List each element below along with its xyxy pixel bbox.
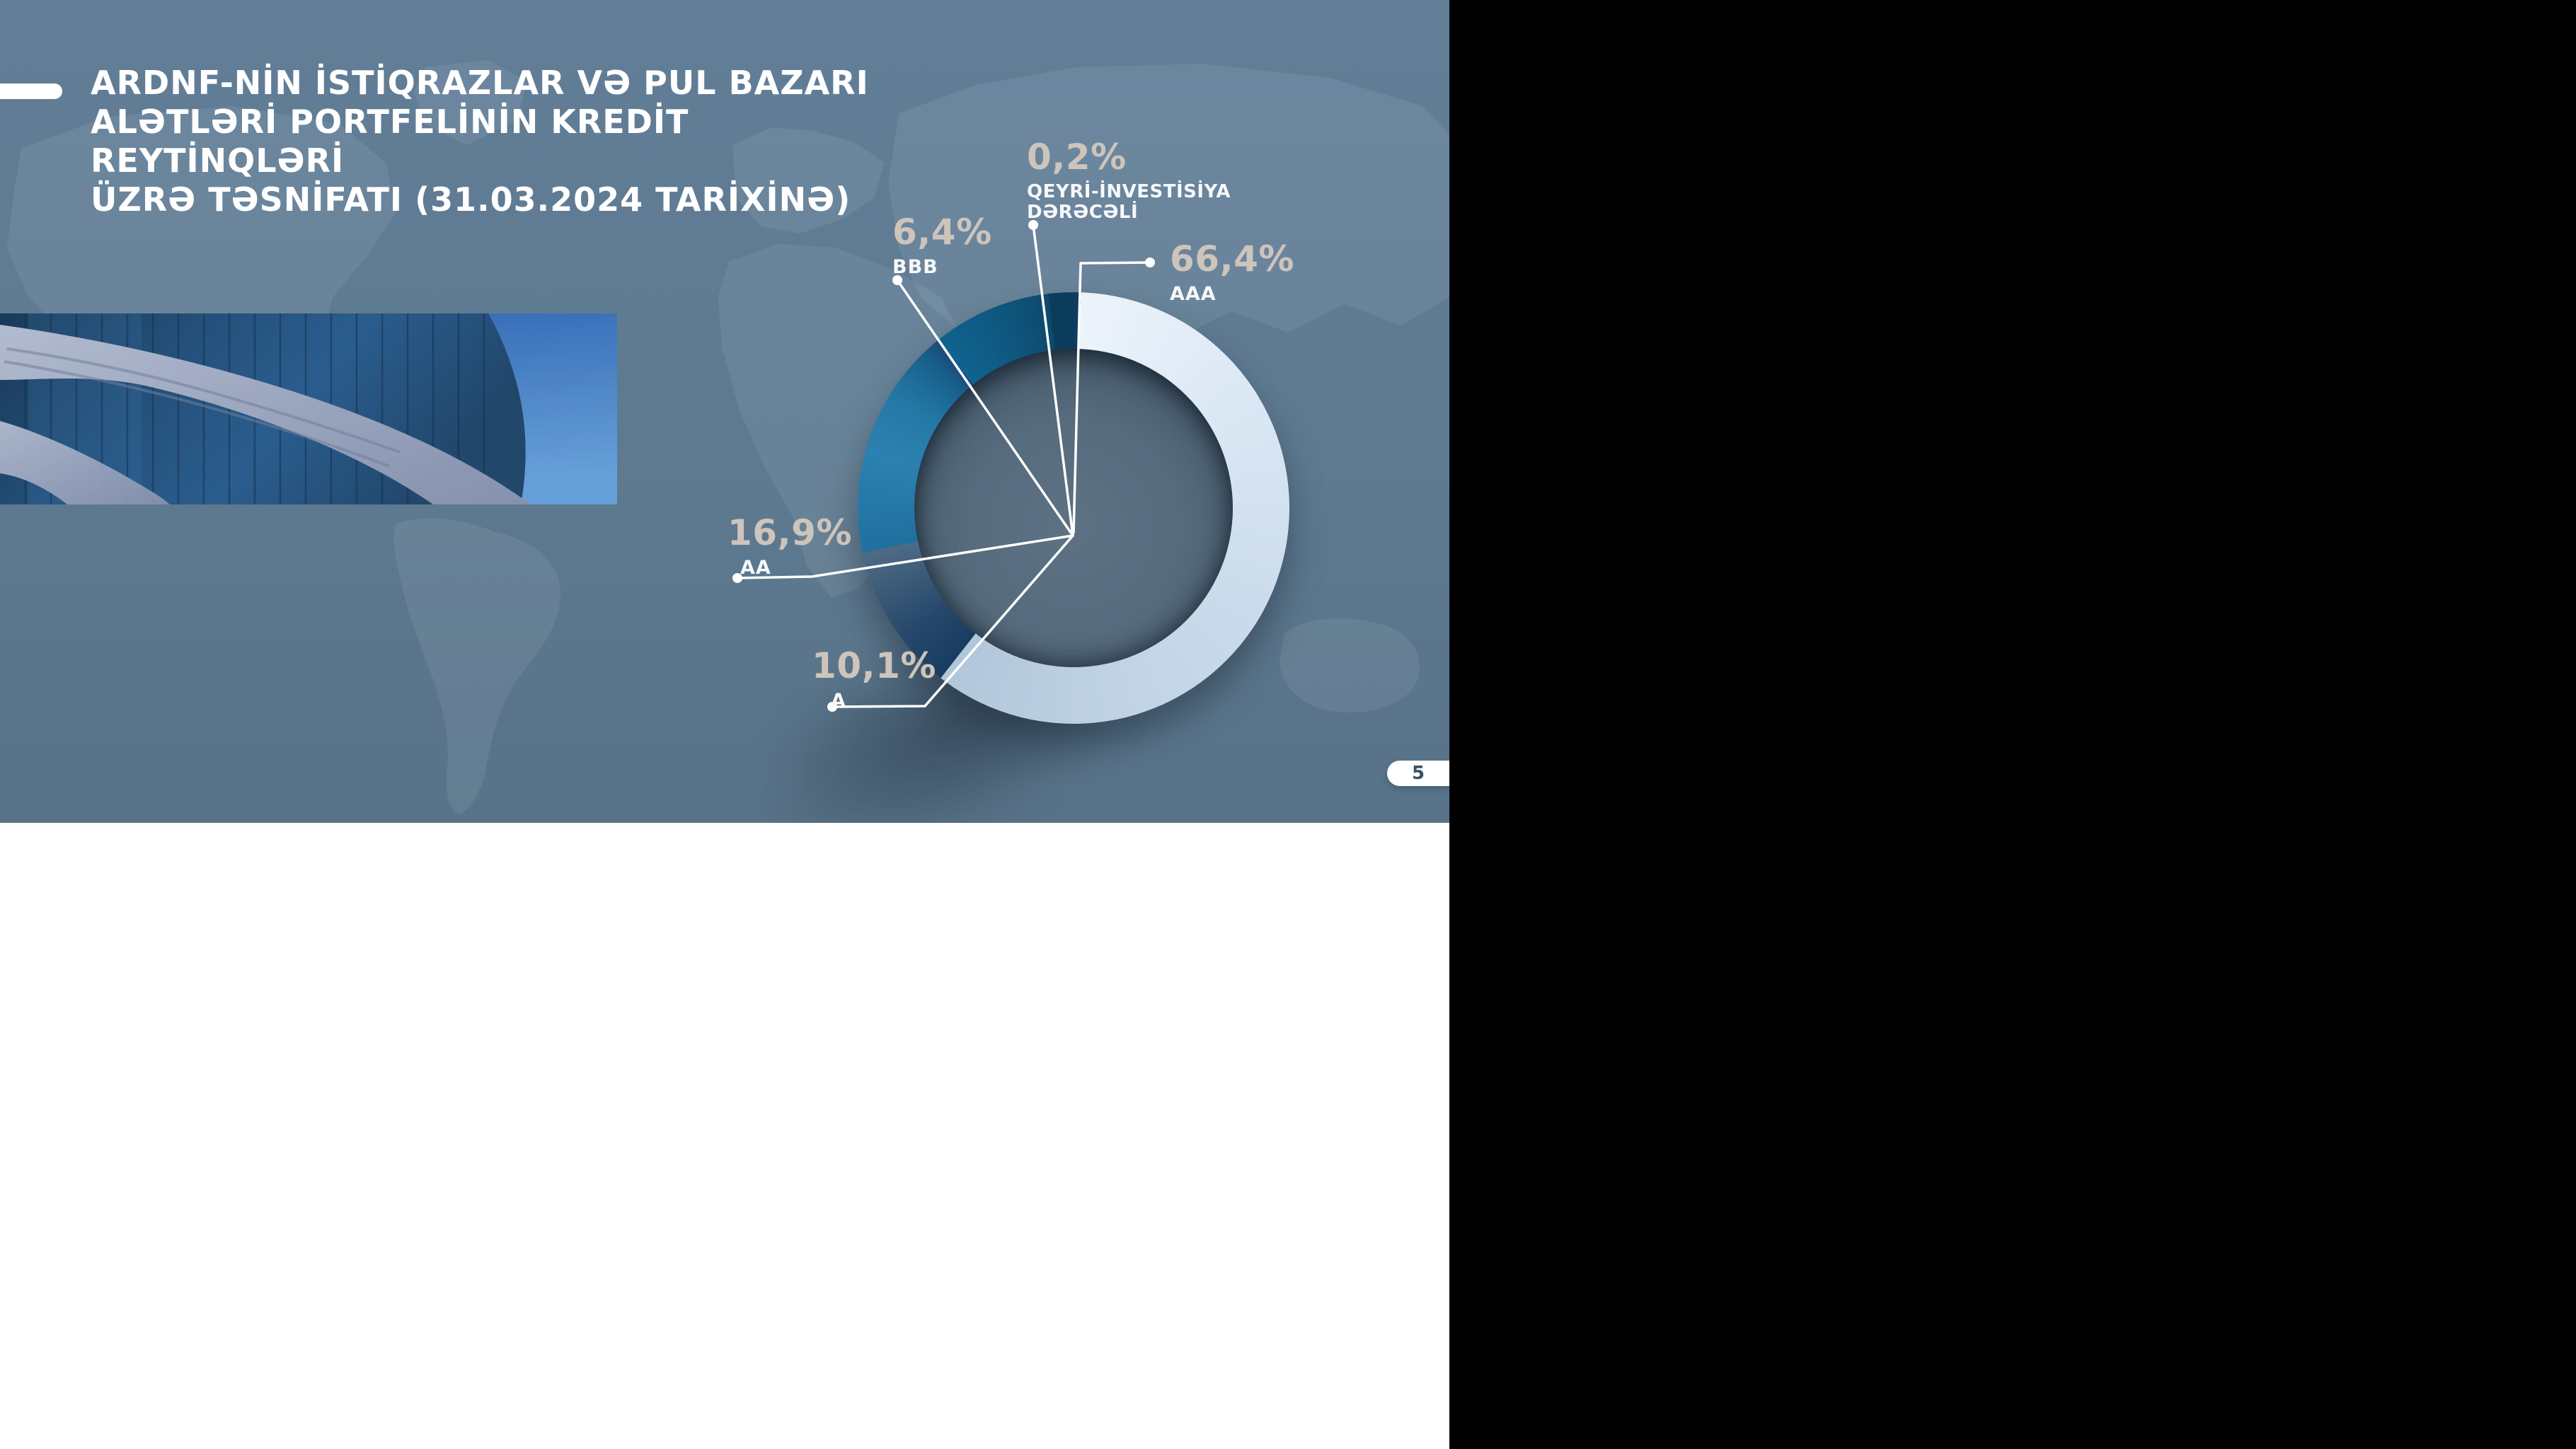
callout-aaa: 66,4% AAA: [1170, 241, 1294, 305]
slide-title-line-2: ALƏTLƏRİ PORTFELİNİN KREDİT REYTİNQLƏRİ: [91, 103, 689, 180]
title-accent-bar: [0, 83, 62, 99]
slide-title-line-1: ARDNF-NİN İSTİQRAZLAR VƏ PUL BAZARI: [91, 64, 869, 102]
callout-a: 10,1% A: [812, 647, 936, 712]
leader-line-aa: [736, 534, 1074, 579]
segment-value-aa: 16,9%: [728, 512, 852, 553]
map-europe: [732, 127, 885, 233]
page-number: 5: [1411, 763, 1425, 784]
leader-lines: [732, 220, 1155, 712]
segment-label-qeyri-line2: DƏRƏCƏLİ: [1027, 202, 1139, 223]
photo-band-upper: [0, 325, 531, 504]
slide: ARDNF-NİN İSTİQRAZLAR VƏ PUL BAZARI ALƏT…: [0, 0, 1449, 823]
leader-line-a: [831, 534, 1074, 708]
page-number-pill: 5: [1387, 761, 1449, 786]
leader-dot-qeyri: [1028, 220, 1038, 230]
building-photo: [0, 313, 617, 504]
photo-tint-overlay: [0, 313, 617, 504]
segment-value-bbb: 6,4%: [892, 212, 992, 253]
segment-label-bbb: BBB: [892, 256, 938, 278]
map-australia: [1280, 618, 1420, 712]
segment-value-aaa: 66,4%: [1170, 238, 1294, 279]
photo-band-pattern: [4, 347, 401, 468]
leader-line-aaa: [1072, 261, 1151, 534]
leader-line-bbb: [896, 279, 1074, 537]
segment-label-qeyri-line1: QEYRİ-İNVESTİSİYA: [1027, 181, 1231, 202]
slide-title-line-3: ÜZRƏ TƏSNİFATI (31.03.2024 TARİXİNƏ): [91, 180, 851, 219]
leader-dot-bbb: [892, 275, 902, 285]
leader-dot-a: [827, 702, 837, 712]
slide-title: ARDNF-NİN İSTİQRAZLAR VƏ PUL BAZARI ALƏT…: [91, 64, 926, 219]
map-south-america: [393, 518, 561, 814]
bottom-white-area: [0, 823, 1449, 1449]
leader-line-qeyri: [1032, 224, 1074, 537]
photo-band-lower: [0, 421, 170, 504]
map-greenland: [414, 60, 527, 145]
segment-label-a: A: [831, 690, 846, 712]
segment-label-aa: AA: [740, 557, 771, 579]
segment-value-a: 10,1%: [812, 645, 936, 686]
callout-bbb: 6,4% BBB: [892, 214, 992, 278]
leader-dot-aaa: [1145, 258, 1155, 267]
callout-aa: 16,9% AA: [728, 514, 852, 579]
segment-label-aaa: AAA: [1170, 283, 1217, 305]
donut-ring: [858, 292, 1289, 724]
callout-qeyri-investisiya: 0,2% QEYRİ-İNVESTİSİYA DƏRƏCƏLİ: [1027, 139, 1231, 223]
leader-dot-aa: [732, 573, 742, 583]
segment-value-qeyri: 0,2%: [1027, 137, 1127, 178]
